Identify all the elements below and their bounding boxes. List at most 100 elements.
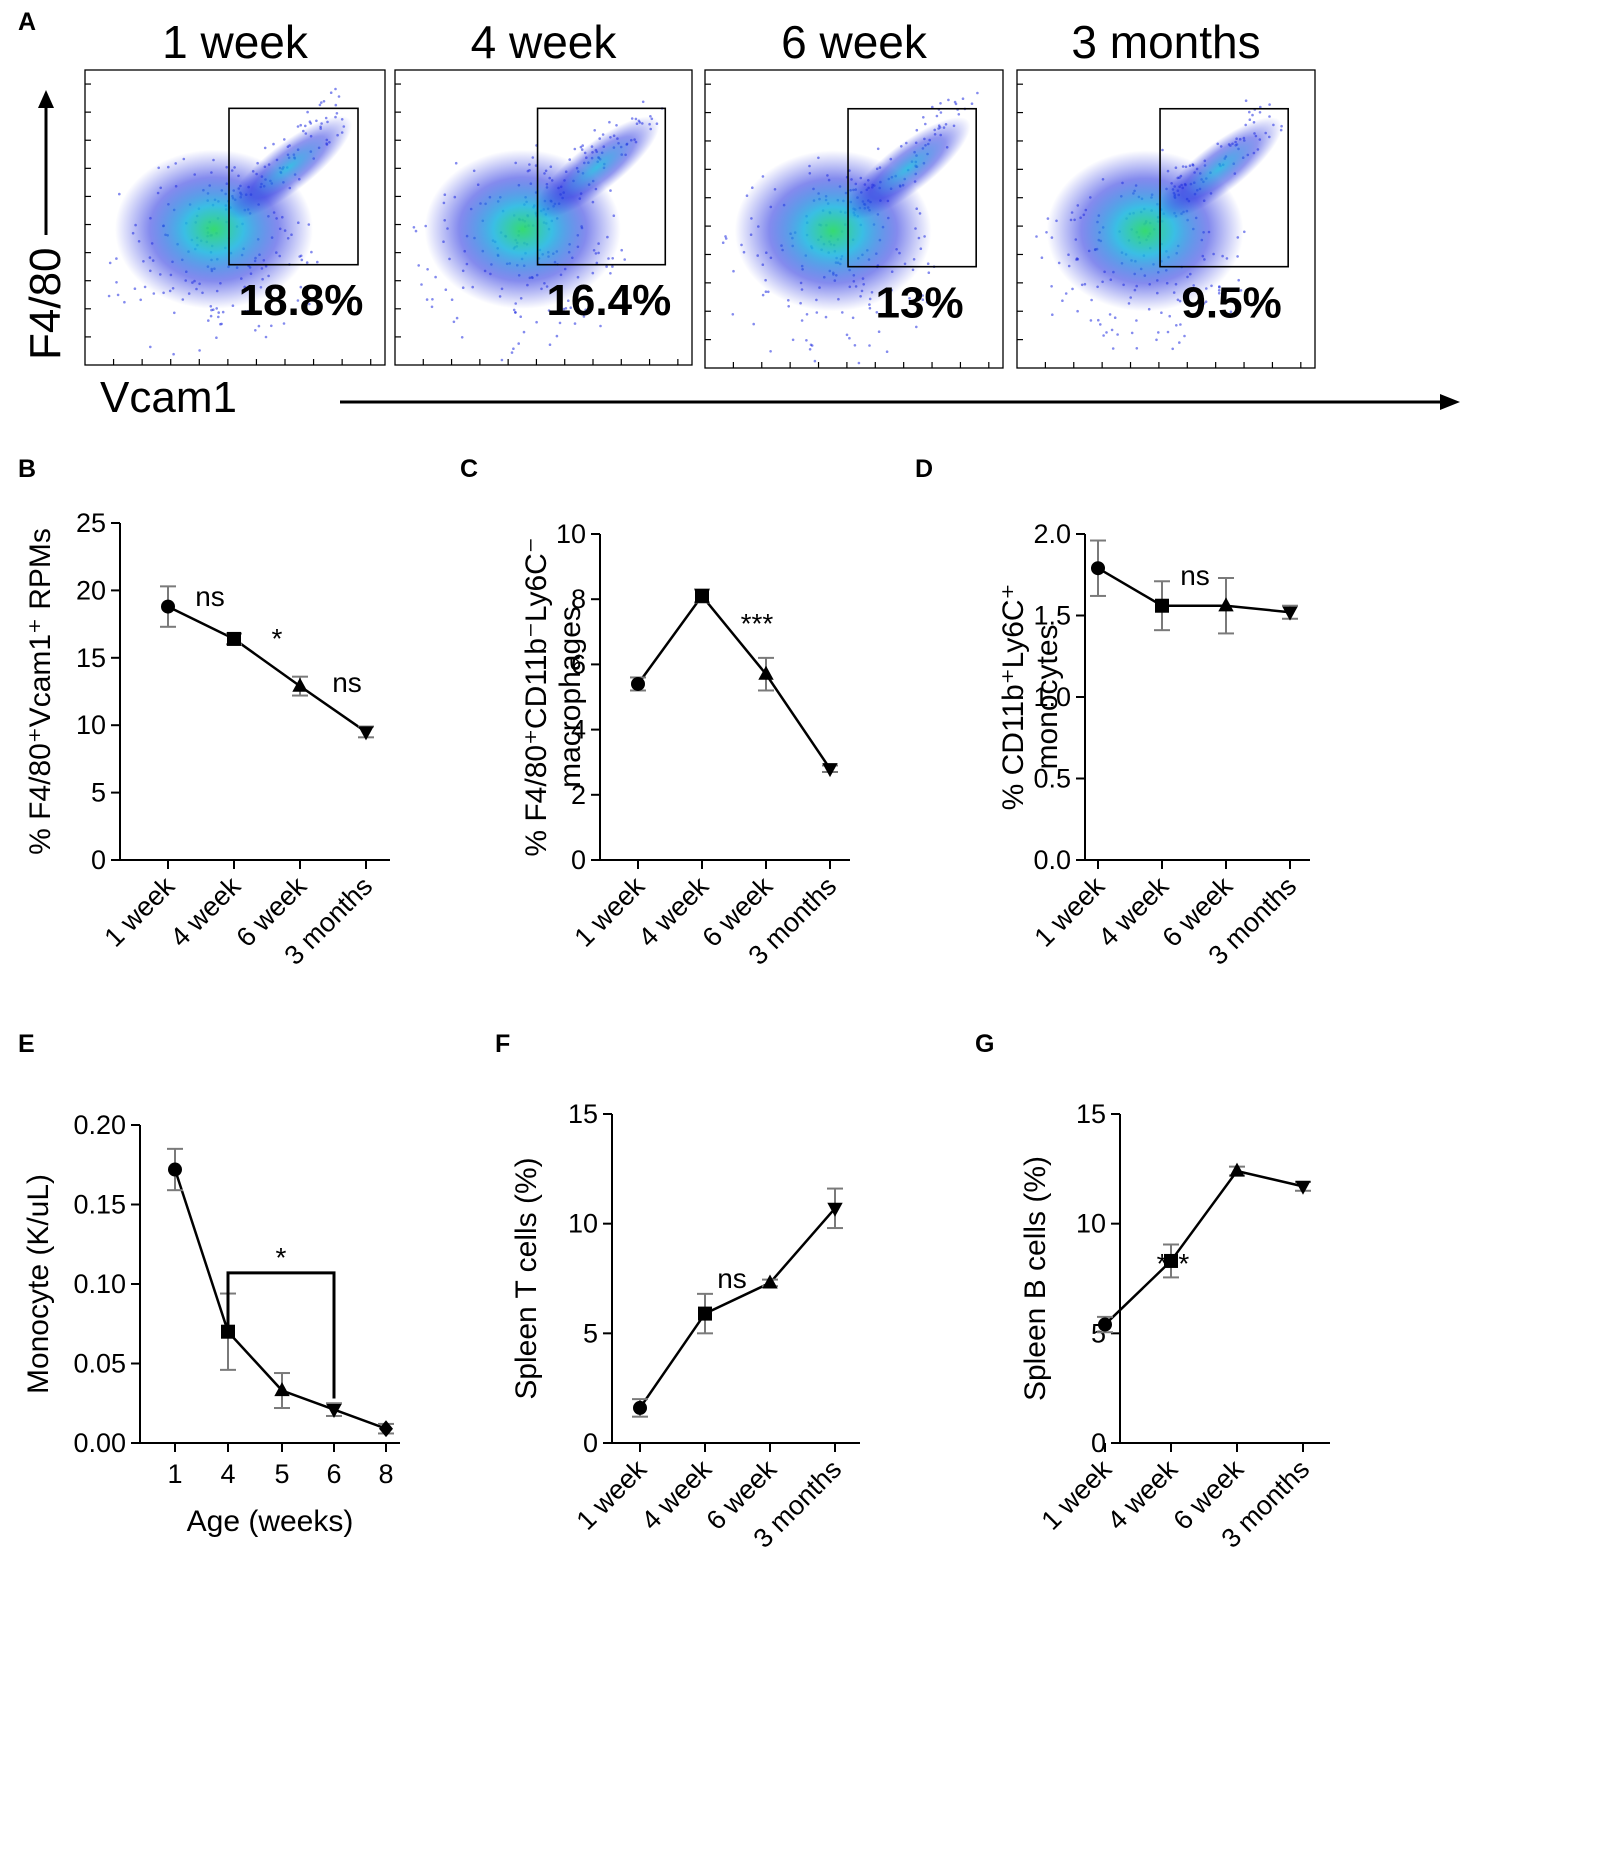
y-axis-title-line2: macrophages	[554, 606, 587, 788]
flow-plot-1: 1 week 18.8%	[84, 16, 386, 366]
flow-event-dot	[1183, 334, 1186, 338]
flow-event-dot	[868, 344, 871, 347]
flow-event-dot	[1243, 230, 1246, 234]
y-tick-label: 0.15	[73, 1190, 126, 1220]
flow-event-dot	[857, 361, 861, 365]
data-point	[1098, 1317, 1112, 1332]
data-point	[827, 1202, 843, 1217]
flow-event-dot	[221, 310, 225, 314]
y-tick-label: 2	[571, 780, 586, 810]
flow-event-dot	[430, 305, 434, 309]
flow-event-dot	[915, 128, 919, 132]
y-axis-title: % F4/80⁺Vcam1⁺ RPMs	[24, 528, 57, 855]
flow-event-dot	[573, 322, 577, 325]
flow-event-dot	[172, 352, 175, 356]
flow-event-dot	[564, 307, 568, 310]
flow-event-dot	[599, 324, 602, 328]
flow-event-dot	[257, 324, 261, 328]
flow-event-dot	[1135, 319, 1138, 322]
flow-event-dot	[579, 145, 583, 149]
flow-event-dot	[764, 290, 768, 294]
data-point	[1282, 606, 1298, 621]
data-point	[292, 677, 308, 692]
flow-event-dot	[1116, 333, 1119, 336]
flow-event-dot	[217, 311, 220, 314]
y-tick-label: 25	[76, 508, 106, 538]
series-line	[1097, 567, 1291, 614]
flow-gate	[1159, 107, 1289, 268]
significance-label: *	[276, 1242, 287, 1273]
flow-event-dot	[246, 309, 250, 313]
flow-y-axis-label: F4/80	[21, 247, 70, 360]
flow-event-dot	[1155, 338, 1158, 342]
flow-event-dot	[335, 112, 339, 115]
flow-event-dot	[608, 120, 611, 124]
flow-event-dot	[848, 336, 851, 340]
x-tick-label: 1 week	[571, 1454, 653, 1536]
flow-event-dot	[337, 95, 341, 98]
y-tick-label: 0.0	[1033, 845, 1071, 875]
y-tick-label: 10	[556, 519, 586, 549]
flow-event-dot	[1237, 278, 1240, 282]
data-point	[1155, 598, 1169, 613]
y-tick-label: 0.00	[73, 1428, 126, 1458]
flow-event-dot	[1248, 118, 1252, 121]
flow-event-dot	[574, 307, 577, 311]
flow-event-dot	[308, 302, 311, 306]
flow-event-dot	[1089, 319, 1093, 322]
data-point	[358, 726, 374, 741]
y-axis-title-line1: % CD11b⁺Ly6C⁺	[1000, 584, 1030, 811]
flow-gate	[228, 107, 359, 266]
x-axis-title: Age (weeks)	[187, 1505, 354, 1538]
flow-event-dot	[800, 319, 804, 322]
flow-event-dot	[581, 144, 584, 147]
flow-event-dot	[420, 283, 423, 286]
flow-event-dot	[1071, 287, 1074, 291]
flow-event-dot	[925, 300, 929, 304]
flow-event-dot	[306, 110, 309, 114]
panel-letter-c: C	[460, 455, 479, 483]
flow-event-dot	[460, 336, 464, 339]
flow-event-dot	[1105, 331, 1108, 334]
flow-event-dot	[868, 306, 872, 310]
flow-density-tail	[1156, 117, 1283, 220]
x-tick-label: 8	[378, 1459, 393, 1489]
flow-plot-frame	[704, 69, 1004, 369]
flow-event-dot	[1202, 302, 1206, 305]
flow-event-dot	[309, 122, 313, 125]
flow-event-dot	[108, 261, 112, 265]
significance-label: ns	[195, 581, 225, 612]
x-tick-label: 4 week	[165, 871, 247, 953]
flow-event-dot	[808, 348, 812, 351]
flow-event-dot	[1064, 292, 1068, 295]
y-tick-label: 0.5	[1033, 764, 1071, 794]
flow-event-dot	[970, 102, 974, 105]
flow-event-dot	[815, 311, 819, 314]
flow-event-dot	[412, 226, 416, 229]
flow-density-tail	[844, 117, 971, 220]
flow-plot-title: 4 week	[471, 16, 618, 68]
flow-event-dot	[853, 344, 857, 347]
data-point	[1218, 597, 1234, 612]
data-point	[1295, 1180, 1311, 1195]
flow-event-dot	[1244, 99, 1248, 102]
flow-event-dot	[841, 311, 844, 314]
data-point	[326, 1404, 342, 1419]
data-point	[168, 1162, 182, 1177]
flow-event-dot	[609, 272, 612, 275]
flow-event-dot	[931, 105, 934, 109]
flow-event-dot	[220, 322, 223, 326]
flow-event-dot	[954, 102, 958, 106]
flow-plot-2: 4 week 16.4%	[394, 16, 693, 366]
series-line	[636, 593, 832, 770]
flow-event-dot	[316, 260, 319, 264]
flow-event-dot	[115, 281, 118, 284]
y-tick-label: 0	[91, 845, 106, 875]
flow-event-dot	[961, 97, 965, 100]
flow-event-dot	[426, 268, 429, 271]
y-tick-label: 0	[1091, 1428, 1106, 1458]
y-tick-label: 0.05	[73, 1349, 126, 1379]
flow-event-dot	[512, 347, 515, 351]
x-tick-label: 1	[167, 1459, 182, 1489]
